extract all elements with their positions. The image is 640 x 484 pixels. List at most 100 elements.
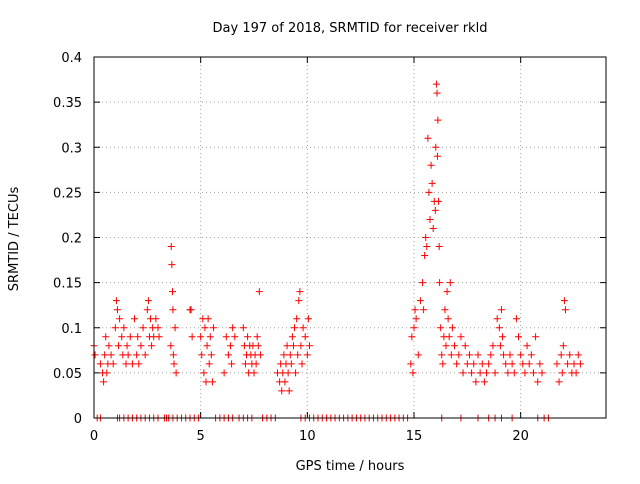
data-point bbox=[137, 342, 145, 350]
data-point bbox=[296, 288, 304, 296]
data-point bbox=[433, 89, 441, 97]
data-point bbox=[508, 360, 516, 368]
y-tick-label: 0.25 bbox=[53, 186, 82, 201]
data-point bbox=[122, 360, 130, 368]
data-point bbox=[515, 333, 523, 341]
data-point bbox=[525, 360, 533, 368]
data-point bbox=[495, 324, 503, 332]
data-point bbox=[438, 351, 446, 359]
data-point bbox=[538, 369, 546, 377]
data-point bbox=[128, 360, 136, 368]
data-point bbox=[135, 360, 143, 368]
data-point bbox=[152, 315, 160, 323]
data-point bbox=[167, 342, 175, 350]
data-point bbox=[227, 342, 235, 350]
data-point bbox=[512, 315, 520, 323]
data-point bbox=[519, 360, 527, 368]
data-point bbox=[253, 333, 261, 341]
data-point bbox=[435, 197, 443, 205]
data-point bbox=[445, 333, 453, 341]
data-point bbox=[422, 234, 430, 241]
x-tick-label: 0 bbox=[90, 429, 98, 444]
data-point bbox=[510, 369, 518, 377]
data-point bbox=[480, 378, 488, 386]
data-point bbox=[203, 342, 211, 350]
data-point bbox=[252, 360, 260, 368]
data-point bbox=[420, 306, 428, 314]
y-tick-label: 0.2 bbox=[61, 232, 82, 247]
data-point bbox=[141, 351, 149, 359]
data-point bbox=[451, 342, 459, 350]
data-point bbox=[204, 315, 212, 323]
data-point bbox=[461, 342, 469, 350]
data-point bbox=[200, 369, 208, 377]
data-point bbox=[144, 297, 152, 305]
data-point bbox=[496, 342, 504, 350]
data-point bbox=[506, 351, 514, 359]
axis-ticks: 0 5 10 15 20 0 0.05 0.1 0.15 0.2 0.25 0.3 0.35 0.4 bbox=[53, 51, 606, 444]
data-point bbox=[305, 342, 313, 350]
data-point bbox=[427, 161, 435, 169]
data-point bbox=[532, 333, 540, 341]
data-point bbox=[439, 360, 447, 368]
x-tick-label: 20 bbox=[512, 429, 529, 444]
data-point bbox=[301, 333, 309, 341]
data-point bbox=[241, 360, 249, 368]
data-point bbox=[207, 351, 215, 359]
data-point bbox=[431, 206, 439, 214]
data-point bbox=[303, 351, 311, 359]
data-point bbox=[493, 315, 501, 323]
data-point bbox=[197, 333, 205, 341]
data-point bbox=[298, 360, 306, 368]
data-point bbox=[239, 324, 247, 332]
data-point bbox=[521, 369, 529, 377]
data-point bbox=[472, 378, 480, 386]
data-point bbox=[115, 342, 123, 350]
data-point bbox=[463, 360, 471, 368]
data-point bbox=[96, 360, 104, 368]
data-point bbox=[170, 360, 178, 368]
data-point bbox=[433, 152, 441, 160]
data-point bbox=[491, 369, 499, 377]
data-point bbox=[416, 297, 424, 305]
y-tick-label: 0.35 bbox=[53, 96, 82, 111]
data-point bbox=[576, 360, 584, 368]
data-point bbox=[229, 324, 237, 332]
data-point bbox=[202, 378, 210, 386]
data-point bbox=[453, 360, 461, 368]
data-point bbox=[529, 369, 537, 377]
data-point bbox=[131, 315, 139, 323]
x-tick-label: 10 bbox=[299, 429, 316, 444]
data-point bbox=[444, 315, 452, 323]
data-point bbox=[504, 369, 512, 377]
data-point bbox=[424, 134, 432, 142]
data-point bbox=[295, 297, 303, 305]
data-point bbox=[426, 215, 434, 223]
data-point bbox=[558, 369, 566, 377]
data-point bbox=[523, 342, 531, 350]
data-point bbox=[205, 360, 213, 368]
data-point bbox=[143, 306, 151, 314]
y-tick-label: 0.3 bbox=[61, 141, 82, 156]
data-point bbox=[109, 360, 117, 368]
x-tick-label: 15 bbox=[406, 429, 423, 444]
data-point bbox=[281, 378, 289, 386]
data-point bbox=[485, 360, 493, 368]
data-point bbox=[299, 324, 307, 332]
data-point bbox=[443, 288, 451, 296]
data-point bbox=[228, 360, 236, 368]
y-axis-label: SRMTID / TECUs bbox=[7, 187, 22, 292]
data-point bbox=[139, 324, 147, 332]
data-point bbox=[134, 333, 142, 341]
data-point bbox=[536, 360, 544, 368]
data-point bbox=[124, 351, 132, 359]
y-tick-label: 0.1 bbox=[61, 322, 82, 337]
y-tick-label: 0 bbox=[74, 412, 82, 427]
data-point bbox=[256, 351, 264, 359]
data-point bbox=[432, 80, 440, 88]
data-point bbox=[187, 306, 195, 314]
data-point bbox=[289, 342, 297, 350]
data-point bbox=[123, 342, 131, 350]
